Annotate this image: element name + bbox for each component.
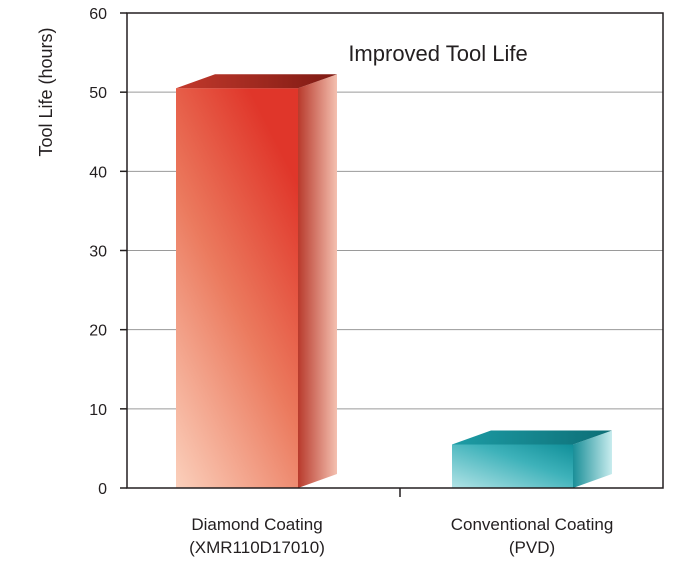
bar-top-1 <box>452 430 612 445</box>
bar-front-0 <box>176 88 298 488</box>
y-axis-label: Tool Life (hours) <box>36 27 56 156</box>
bar-side-0 <box>298 74 337 488</box>
x-axis-categories: Diamond Coating (XMR110D17010) Conventiona… <box>189 515 613 557</box>
bar-0 <box>176 74 337 488</box>
bar-front-1 <box>452 444 573 488</box>
y-tick-label-40: 40 <box>89 164 107 181</box>
chart-title: Improved Tool Life <box>348 41 527 66</box>
bar-1 <box>452 430 612 488</box>
y-tick-label-20: 20 <box>89 323 107 340</box>
y-tick-label-50: 50 <box>89 85 107 102</box>
y-axis-ticks: 0 10 20 30 40 50 60 <box>89 6 127 498</box>
bar-top-0 <box>176 74 337 89</box>
category-label-0-line2: (XMR110D17010) <box>189 538 325 557</box>
y-tick-label-0: 0 <box>98 481 107 498</box>
y-tick-label-30: 30 <box>89 244 107 261</box>
category-label-0-line1: Diamond Coating <box>191 515 322 534</box>
y-tick-label-60: 60 <box>89 6 107 23</box>
category-label-1-line2: (PVD) <box>509 538 555 557</box>
bars <box>176 74 612 488</box>
bar-side-1 <box>573 430 612 488</box>
category-label-1-line1: Conventional Coating <box>451 515 614 534</box>
y-tick-label-10: 10 <box>89 402 107 419</box>
